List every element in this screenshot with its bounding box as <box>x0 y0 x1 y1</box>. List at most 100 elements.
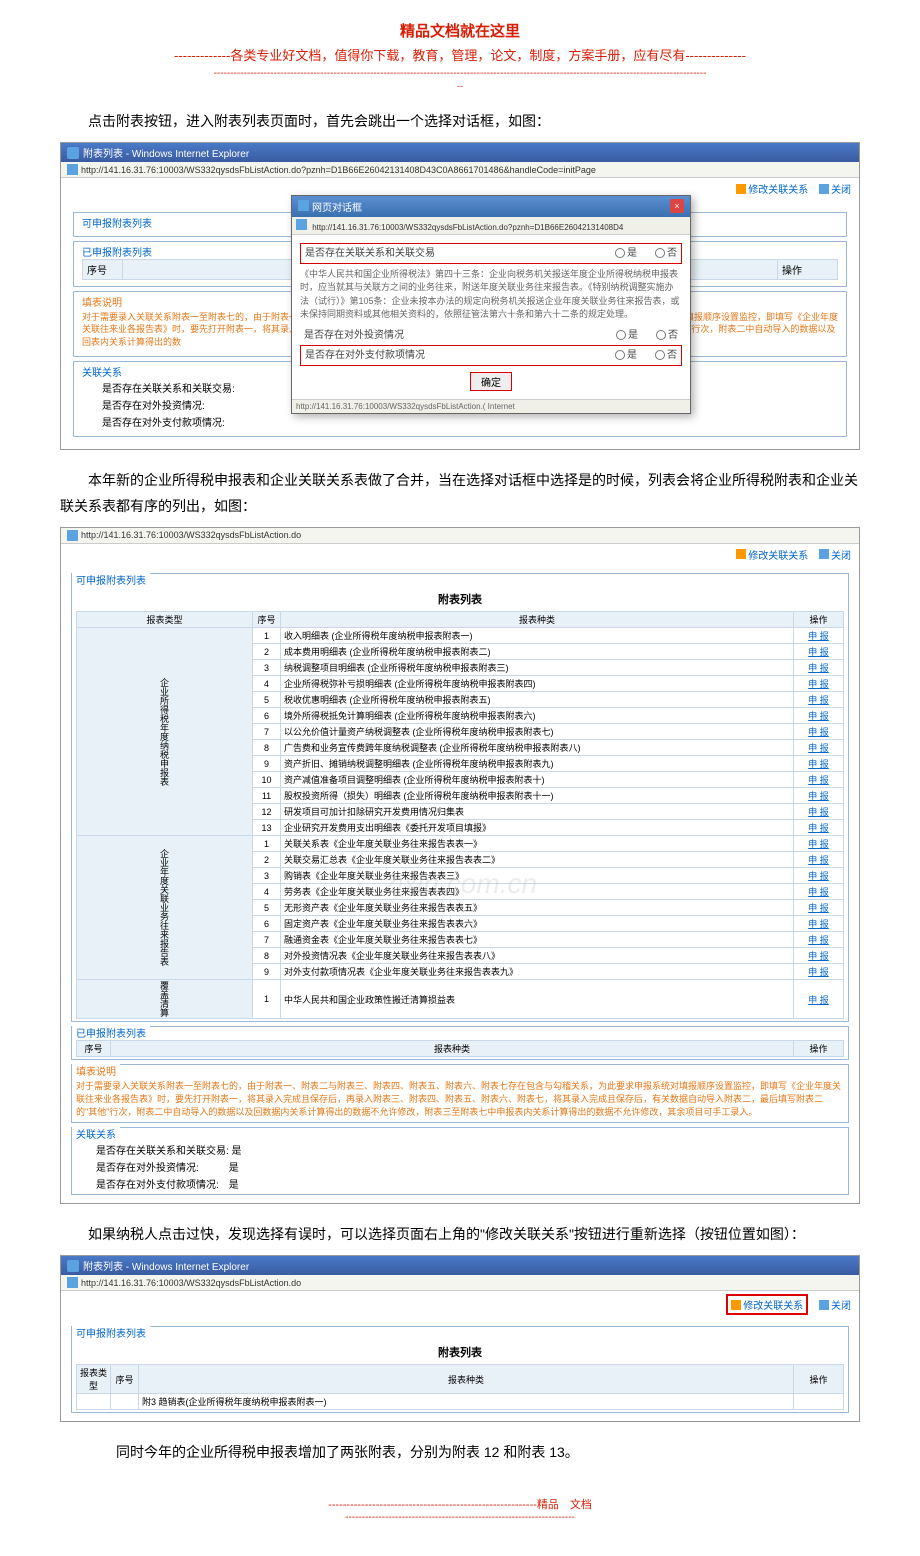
seq-cell: 5 <box>253 692 281 708</box>
name-cell: 企业研究开发费用支出明细表《委托开发项目填报》 <box>281 820 794 836</box>
declare-link[interactable]: 申 报 <box>808 839 829 849</box>
seq-cell: 8 <box>253 948 281 964</box>
op-cell: 申 报 <box>794 788 844 804</box>
declare-link[interactable]: 申 报 <box>808 775 829 785</box>
dialog-body: 是否存在关联关系和关联交易 是 否 《中华人民共和国企业所得税法》第四十三条：企… <box>292 235 690 399</box>
q2-yes[interactable]: 是 <box>616 328 638 343</box>
note-fieldset: 填表说明 对于需要录入关联关系附表一至附表七的，由于附表一、附表二与附表三、附表… <box>71 1064 849 1123</box>
seq-cell: 5 <box>253 900 281 916</box>
divider: ----------------------------------------… <box>60 68 860 79</box>
close-icon <box>819 184 829 194</box>
q1-yes[interactable]: 是 <box>615 246 637 261</box>
op-cell: 申 报 <box>794 948 844 964</box>
done-table: 序号报表种类操作 <box>76 1040 844 1057</box>
radio-yes[interactable] <box>616 330 626 340</box>
declare-link[interactable]: 申 报 <box>808 871 829 881</box>
declare-link[interactable]: 申 报 <box>808 759 829 769</box>
note-text: 对于需要录入关联关系附表一至附表七的，由于附表一、附表二与附表三、附表四、附表五… <box>76 1078 844 1120</box>
rel-row: 是否存在对外支付款项情况: 是 <box>76 1175 844 1192</box>
seq-cell: 2 <box>253 852 281 868</box>
q3-yes[interactable]: 是 <box>615 348 637 363</box>
modify-rel-button[interactable]: 修改关联关系 <box>736 547 808 562</box>
fs-title-done: 已申报附表列表 <box>78 244 156 259</box>
addr-text: http://141.16.31.76:10003/WS332qysdsFbLi… <box>81 530 301 540</box>
modify-rel-button-highlighted[interactable]: 修改关联关系 <box>726 1294 808 1315</box>
seq-cell: 9 <box>253 964 281 980</box>
name-cell: 境外所得税抵免计算明细表 (企业所得税年度纳税申报表附表六) <box>281 708 794 724</box>
op-cell: 申 报 <box>794 692 844 708</box>
declare-link[interactable]: 申 报 <box>808 631 829 641</box>
name-cell: 关联交易汇总表《企业年度关联业务往来报告表表二》 <box>281 852 794 868</box>
screenshot-2: http://141.16.31.76:10003/WS332qysdsFbLi… <box>60 527 860 1204</box>
q1-no[interactable]: 否 <box>655 246 677 261</box>
close-button[interactable]: 关闭 <box>819 181 851 196</box>
fs-title: 可申报附表列表 <box>72 1325 150 1340</box>
screenshot-1: 附表列表 - Windows Internet Explorer http://… <box>60 142 860 450</box>
name-cell: 以公允价值计量资产纳税调整表 (企业所得税年度纳税申报表附表七) <box>281 724 794 740</box>
declare-link[interactable]: 申 报 <box>808 903 829 913</box>
ok-button[interactable]: 确定 <box>470 372 512 391</box>
q1-row: 是否存在关联关系和关联交易 是 否 <box>300 243 682 264</box>
op-cell: 申 报 <box>794 836 844 852</box>
addr-text: http://141.16.31.76:10003/WS332qysdsFbLi… <box>81 1278 301 1288</box>
cell <box>77 1394 111 1410</box>
dialog-close-button[interactable]: × <box>670 199 684 213</box>
name-cell: 固定资产表《企业年度关联业务往来报告表表六》 <box>281 916 794 932</box>
addr-icon <box>67 164 78 175</box>
declare-link[interactable]: 申 报 <box>808 967 829 977</box>
declare-link[interactable]: 申 报 <box>808 887 829 897</box>
name-cell: 对外支付款项情况表《企业年度关联业务往来报告表表九》 <box>281 964 794 980</box>
op-cell: 申 报 <box>794 708 844 724</box>
declare-link[interactable]: 申 报 <box>808 823 829 833</box>
th-name: 报表种类 <box>111 1041 794 1057</box>
available-fieldset: 可申报附表列表 附表列表 报表类型 序号 报表种类 操作 企业所得税年度纳税申报… <box>71 573 849 1022</box>
declare-link[interactable]: 申 报 <box>808 743 829 753</box>
declare-link[interactable]: 申 报 <box>808 711 829 721</box>
declare-link[interactable]: 申 报 <box>808 647 829 657</box>
radio-no[interactable] <box>655 248 665 258</box>
ie-icon <box>67 147 79 159</box>
declare-link[interactable]: 申 报 <box>808 807 829 817</box>
close-button[interactable]: 关闭 <box>819 547 851 562</box>
q3-no[interactable]: 否 <box>655 348 677 363</box>
category-cell: 企业年度关联业务往来报告表 <box>77 836 253 980</box>
declare-link[interactable]: 申 报 <box>808 679 829 689</box>
seq-cell: 12 <box>253 804 281 820</box>
seq-cell: 9 <box>253 756 281 772</box>
declare-link[interactable]: 申 报 <box>808 951 829 961</box>
declare-link[interactable]: 申 报 <box>808 791 829 801</box>
rel-row: 是否存在关联关系和关联交易: 是 <box>76 1141 844 1158</box>
name-cell: 收入明细表 (企业所得税年度纳税申报表附表一) <box>281 628 794 644</box>
declare-link[interactable]: 申 报 <box>808 995 829 1005</box>
name-cell: 劳务表《企业年度关联业务往来报告表表四》 <box>281 884 794 900</box>
seq-cell: 1 <box>253 628 281 644</box>
name-cell: 成本费用明细表 (企业所得税年度纳税申报表附表二) <box>281 644 794 660</box>
radio-yes[interactable] <box>615 350 625 360</box>
declare-link[interactable]: 申 报 <box>808 727 829 737</box>
declare-link[interactable]: 申 报 <box>808 663 829 673</box>
modify-rel-button[interactable]: 修改关联关系 <box>736 181 808 196</box>
done-fieldset: 已申报附表列表 序号报表种类操作 <box>71 1026 849 1060</box>
radio-no[interactable] <box>656 330 666 340</box>
op-cell: 申 报 <box>794 868 844 884</box>
rel-fieldset: 关联关系 是否存在关联关系和关联交易: 是 是否存在对外投资情况: 是 是否存在… <box>71 1127 849 1195</box>
dialog-icon <box>298 200 309 211</box>
q2-no[interactable]: 否 <box>656 328 678 343</box>
declare-link[interactable]: 申 报 <box>808 919 829 929</box>
list-table: 报表类型序号报表种类操作 附3 趋销表(企业所得税年度纳税申报表附表一) <box>76 1364 844 1410</box>
th-op: 操作 <box>794 1365 844 1394</box>
edit-icon <box>731 1300 741 1310</box>
op-cell: 申 报 <box>794 852 844 868</box>
declare-link[interactable]: 申 报 <box>808 855 829 865</box>
declare-link[interactable]: 申 报 <box>808 695 829 705</box>
seq-cell: 4 <box>253 884 281 900</box>
declare-link[interactable]: 申 报 <box>808 935 829 945</box>
q1-label: 是否存在关联关系和关联交易 <box>305 246 435 261</box>
address-bar: http://141.16.31.76:10003/WS332qysdsFbLi… <box>61 162 859 178</box>
fs-rel-title: 关联关系 <box>78 364 126 379</box>
radio-no[interactable] <box>655 350 665 360</box>
radio-yes[interactable] <box>615 248 625 258</box>
seq-cell: 6 <box>253 916 281 932</box>
close-button[interactable]: 关闭 <box>819 1297 851 1312</box>
fs-rel-title: 关联关系 <box>72 1126 120 1141</box>
